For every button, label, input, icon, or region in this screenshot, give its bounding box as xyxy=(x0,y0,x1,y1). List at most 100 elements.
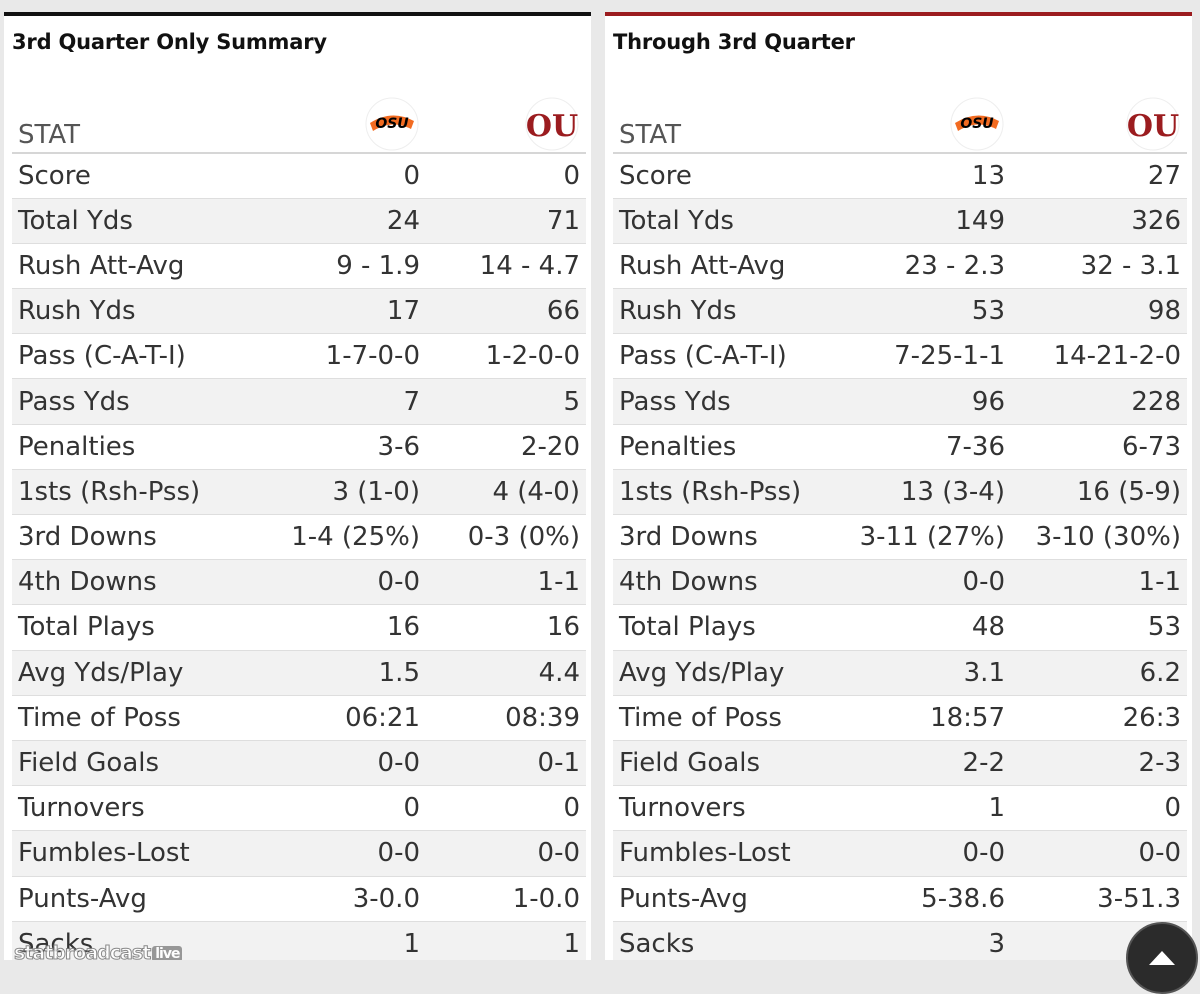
stat-label: Pass Yds xyxy=(12,378,270,425)
ou-value: 4 (4-0) xyxy=(426,469,586,516)
table-row: 4th Downs 0-0 1-1 xyxy=(613,559,1187,606)
osu-value: 0 xyxy=(270,785,426,832)
osu-value: 1.5 xyxy=(270,650,426,696)
table-row: 3rd Downs 3-11 (27%) 3-10 (30%) xyxy=(613,514,1187,561)
stat-label: Rush Att-Avg xyxy=(613,243,833,290)
table-row: 1sts (Rsh-Pss) 13 (3-4) 16 (5-9) xyxy=(613,469,1187,516)
table-row: Turnovers 1 0 xyxy=(613,785,1187,832)
osu-value: 149 xyxy=(833,198,1011,244)
ou-value: 0-0 xyxy=(426,830,586,877)
ou-value: 0-3 (0%) xyxy=(426,514,586,561)
table-row: Penalties 3-6 2-20 xyxy=(12,424,586,470)
osu-value: 13 (3-4) xyxy=(833,469,1011,516)
ou-value: 2-20 xyxy=(426,424,586,470)
panel-through-quarter: Through 3rd Quarter STAT OSU OU xyxy=(605,12,1192,960)
osu-value: 0-0 xyxy=(833,559,1011,606)
ou-value: 228 xyxy=(1011,378,1187,425)
scroll-to-top-button[interactable] xyxy=(1126,922,1198,994)
ou-value: 66 xyxy=(426,288,586,335)
panel-quarter-summary: 3rd Quarter Only Summary STAT OSU OU xyxy=(4,12,591,960)
stat-label: 3rd Downs xyxy=(12,514,270,561)
ou-value: 1 xyxy=(426,921,586,960)
table-row: Time of Poss 06:21 08:39 xyxy=(12,695,586,741)
table-row: Punts-Avg 5-38.6 3-51.3 xyxy=(613,876,1187,922)
table-row: Fumbles-Lost 0-0 0-0 xyxy=(613,830,1187,877)
table-row: Time of Poss 18:57 26:3 xyxy=(613,695,1187,741)
ou-value: 27 xyxy=(1011,153,1187,199)
panel-title: 3rd Quarter Only Summary xyxy=(12,30,327,54)
ou-value: 6-73 xyxy=(1011,424,1187,470)
table-row: 4th Downs 0-0 1-1 xyxy=(12,559,586,606)
header-row: STAT OSU OU xyxy=(613,96,1187,154)
ou-value: 1-0.0 xyxy=(426,876,586,922)
osu-value: 1-4 (25%) xyxy=(270,514,426,561)
table-row: Field Goals 0-0 0-1 xyxy=(12,740,586,787)
table-row: Punts-Avg 3-0.0 1-0.0 xyxy=(12,876,586,922)
osu-logo: OSU xyxy=(833,96,1011,154)
stat-label: Avg Yds/Play xyxy=(12,650,270,696)
stat-label: Score xyxy=(613,153,833,199)
table-row: Sacks 1 1 xyxy=(12,921,586,960)
stat-label: Sacks xyxy=(613,921,833,960)
osu-value: 3-6 xyxy=(270,424,426,470)
osu-value: 23 - 2.3 xyxy=(833,243,1011,290)
ou-value: 14 - 4.7 xyxy=(426,243,586,290)
ou-value: 0-0 xyxy=(1011,830,1187,877)
ou-value: 5 xyxy=(426,378,586,425)
osu-value: 7 xyxy=(270,378,426,425)
stat-label: Punts-Avg xyxy=(613,876,833,922)
table-row: Fumbles-Lost 0-0 0-0 xyxy=(12,830,586,877)
osu-value: 7-25-1-1 xyxy=(833,333,1011,380)
osu-value: 7-36 xyxy=(833,424,1011,470)
stat-label: Rush Yds xyxy=(12,288,270,335)
stat-label: Total Yds xyxy=(12,198,270,244)
osu-value: 3.1 xyxy=(833,650,1011,696)
ou-value: 98 xyxy=(1011,288,1187,335)
ou-value: 326 xyxy=(1011,198,1187,244)
osu-value: 0-0 xyxy=(270,559,426,606)
table-row: Rush Att-Avg 9 - 1.9 14 - 4.7 xyxy=(12,243,586,290)
stat-label: Turnovers xyxy=(613,785,833,832)
ou-value: 16 (5-9) xyxy=(1011,469,1187,516)
table-row: Total Plays 48 53 xyxy=(613,604,1187,651)
stat-label: 1sts (Rsh-Pss) xyxy=(12,469,270,516)
osu-value: 06:21 xyxy=(270,695,426,741)
osu-value: 1 xyxy=(833,785,1011,832)
panel-title: Through 3rd Quarter xyxy=(613,30,855,54)
osu-value: 17 xyxy=(270,288,426,335)
stat-label: Turnovers xyxy=(12,785,270,832)
osu-value: 53 xyxy=(833,288,1011,335)
ou-value: 0-1 xyxy=(426,740,586,787)
ou-value: 3-10 (30%) xyxy=(1011,514,1187,561)
ou-logo-text: OU xyxy=(526,109,578,144)
ou-logo: OU xyxy=(1011,96,1187,154)
osu-value: 16 xyxy=(270,604,426,651)
stat-header: STAT xyxy=(12,96,270,154)
table-row: Pass (C-A-T-I) 7-25-1-1 14-21-2-0 xyxy=(613,333,1187,380)
table-row: Pass (C-A-T-I) 1-7-0-0 1-2-0-0 xyxy=(12,333,586,380)
stat-label: Field Goals xyxy=(12,740,270,787)
table-row: Pass Yds 96 228 xyxy=(613,378,1187,425)
osu-logo: OSU xyxy=(270,96,426,154)
stat-label: 4th Downs xyxy=(12,559,270,606)
osu-value: 9 - 1.9 xyxy=(270,243,426,290)
statbroadcast-watermark: statbroadcast live xyxy=(13,942,183,960)
stat-label: Total Plays xyxy=(12,604,270,651)
stat-label: 1sts (Rsh-Pss) xyxy=(613,469,833,516)
stat-label: Total Yds xyxy=(613,198,833,244)
stat-label: 3rd Downs xyxy=(613,514,833,561)
osu-logo-text: OSU xyxy=(375,116,409,132)
stat-label: Pass (C-A-T-I) xyxy=(613,333,833,380)
stats-table: STAT OSU OU Score 0 0 Total Yds 24 71 Rush Att… xyxy=(12,96,586,960)
osu-value: 3 (1-0) xyxy=(270,469,426,516)
osu-value: 13 xyxy=(833,153,1011,199)
table-row: Field Goals 2-2 2-3 xyxy=(613,740,1187,787)
osu-value: 0-0 xyxy=(833,830,1011,877)
stats-table: STAT OSU OU Score 13 27 Total Yds 149 326 Rush xyxy=(613,96,1187,960)
ou-value: 1-1 xyxy=(1011,559,1187,606)
osu-logo-text: OSU xyxy=(960,116,994,132)
ou-value: 2-3 xyxy=(1011,740,1187,787)
ou-logo: OU xyxy=(426,96,586,154)
stat-label: Rush Att-Avg xyxy=(12,243,270,290)
stat-label: Time of Poss xyxy=(613,695,833,741)
